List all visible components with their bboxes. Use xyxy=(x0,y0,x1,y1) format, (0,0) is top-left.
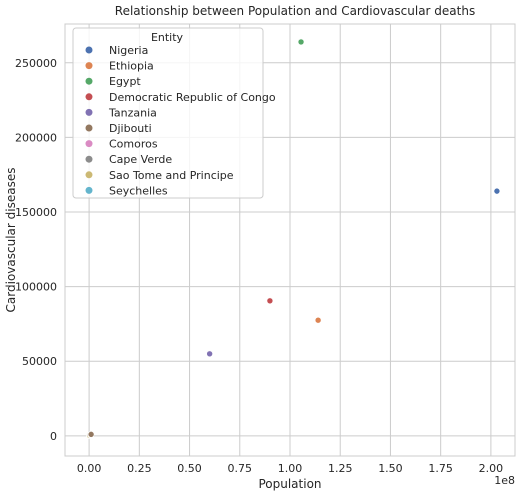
x-tick-label: 2.00 xyxy=(479,462,504,475)
y-tick-labels: 0 50000 100000 150000 200000 250000 xyxy=(15,57,57,443)
x-tick-label: 1.00 xyxy=(278,462,303,475)
y-tick-label: 100000 xyxy=(15,281,57,294)
legend-items: Nigeria Ethiopia Egypt Democratic Republic … xyxy=(85,44,276,197)
x-offset-label: 1e8 xyxy=(494,474,515,487)
legend-marker xyxy=(85,140,93,148)
legend-entry-label: Sao Tome and Principe xyxy=(109,169,234,182)
y-tick-label: 250000 xyxy=(15,57,57,70)
x-tick-labels: 0.00 0.25 0.50 0.75 1.00 1.25 1.50 1.75 2.00 xyxy=(77,462,503,475)
x-tick-label: 0.00 xyxy=(77,462,102,475)
y-axis-label: Cardiovascular diseases xyxy=(4,168,18,313)
legend-entry-label: Ethiopia xyxy=(109,60,154,73)
legend-marker xyxy=(85,171,93,179)
data-point xyxy=(87,431,95,438)
data-points xyxy=(86,38,501,439)
legend-entry-label: Cape Verde xyxy=(109,153,172,166)
legend-entry-label: Egypt xyxy=(109,75,141,88)
legend-entry-label: Democratic Republic of Congo xyxy=(109,91,276,104)
legend-entry-label: Seychelles xyxy=(109,184,168,197)
legend-marker xyxy=(85,77,93,85)
legend: Entity Nigeria Ethiopia Egypt Democratic Re… xyxy=(72,27,276,199)
legend-entry-label: Nigeria xyxy=(109,44,148,57)
y-tick-label: 50000 xyxy=(22,355,57,368)
legend-marker xyxy=(85,62,93,70)
data-point xyxy=(297,38,305,46)
x-tick-label: 0.75 xyxy=(228,462,253,475)
x-tick-label: 0.50 xyxy=(177,462,202,475)
legend-entry-label: Tanzania xyxy=(108,106,157,119)
legend-marker xyxy=(85,155,93,163)
data-point xyxy=(206,350,213,358)
data-point xyxy=(314,316,322,324)
legend-entry-label: Djibouti xyxy=(109,122,152,135)
legend-entry-label: Comoros xyxy=(109,138,158,151)
chart-title: Relationship between Population and Card… xyxy=(115,4,475,18)
x-axis-label: Population xyxy=(258,477,321,491)
data-point xyxy=(493,187,501,195)
legend-frame xyxy=(72,27,264,199)
x-tick-label: 1.75 xyxy=(428,462,453,475)
plot-frame xyxy=(64,23,516,457)
y-tick-label: 0 xyxy=(50,430,57,443)
legend-title: Entity xyxy=(151,31,184,44)
legend-marker xyxy=(85,186,93,194)
x-tick-label: 1.50 xyxy=(378,462,403,475)
data-point xyxy=(266,297,274,305)
x-tick-label: 1.25 xyxy=(328,462,353,475)
y-tick-label: 200000 xyxy=(15,131,57,144)
legend-marker xyxy=(85,93,93,101)
x-tick-label: 0.25 xyxy=(127,462,152,475)
legend-marker xyxy=(85,124,93,132)
plot-area: 0.00 0.25 0.50 0.75 1.00 1.25 1.50 1.75 2.00 0 50… xyxy=(15,23,516,475)
y-tick-label: 150000 xyxy=(15,206,57,219)
legend-marker xyxy=(85,108,93,116)
legend-marker xyxy=(85,46,93,54)
